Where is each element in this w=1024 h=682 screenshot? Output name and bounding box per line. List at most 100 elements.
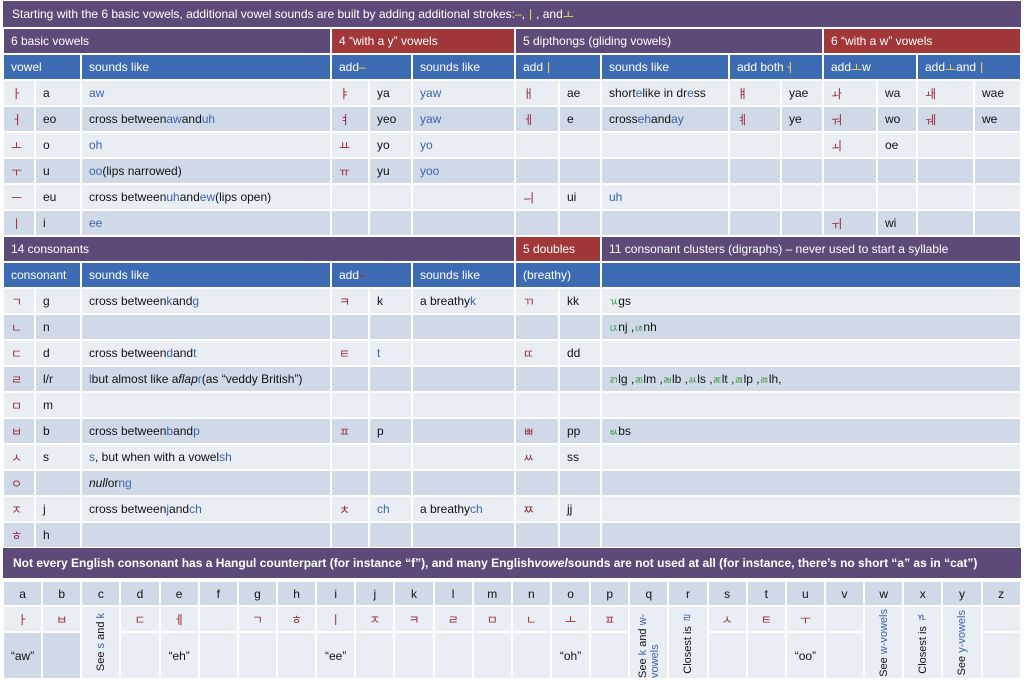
cluster-cell: ㄳ gs	[601, 288, 1021, 314]
alphabet-letter: g	[237, 581, 277, 606]
text-segment: ㅗ	[562, 7, 574, 22]
column-header: add ㅣ	[515, 54, 601, 80]
text-segment: ch	[377, 502, 390, 516]
text-segment: and	[94, 618, 107, 644]
consonant-cell: k	[369, 288, 412, 314]
alphabet-letter: k	[394, 581, 434, 606]
vowel-glyph: ㅝ	[823, 106, 877, 132]
vowel-cell: eo	[35, 106, 81, 132]
vowel-glyph: ㅚ	[823, 132, 877, 158]
consonant-cell: dd	[559, 340, 601, 366]
alphabet-note: “eh”	[159, 632, 199, 679]
column-header: add ㅗ w	[823, 54, 917, 80]
text-segment: k	[166, 294, 173, 308]
vowel-cell	[559, 132, 601, 158]
text-segment: ㅣ	[525, 7, 537, 22]
vowel-glyph: ㅏ	[3, 80, 35, 106]
consonant-cell	[412, 366, 515, 392]
alphabet-letter: j	[355, 581, 395, 606]
text-segment: uh	[609, 190, 623, 204]
consonant-cell: s	[35, 444, 81, 470]
column-header	[601, 262, 1021, 288]
text-segment: aw	[89, 86, 105, 100]
consonant-cell	[412, 470, 515, 496]
text-segment: Not every English consonant has a Hangul…	[13, 556, 535, 570]
consonant-glyph	[331, 522, 369, 548]
consonant-cell: pp	[559, 418, 601, 444]
vowel-cell: yaw	[412, 106, 515, 132]
alphabet-letter: l	[433, 581, 473, 606]
text-segment: Closest is	[681, 622, 694, 674]
consonant-glyph: ㅇ	[3, 470, 35, 496]
cluster-glyph: ㄶ	[634, 323, 644, 335]
alphabet-letter: m	[472, 581, 512, 606]
vertical-note: See w-vowels	[878, 609, 890, 677]
section-header: 5 doubles	[515, 236, 601, 262]
vowel-cell	[781, 210, 823, 236]
vowel-glyph	[729, 184, 781, 210]
vowel-glyph: ㅒ	[729, 80, 781, 106]
vowel-cell: we	[974, 106, 1021, 132]
alphabet-note	[120, 632, 160, 679]
section-header: 6 basic vowels	[3, 28, 331, 54]
column-header: consonant	[3, 262, 81, 288]
vowel-glyph: ㅠ	[331, 158, 369, 184]
alphabet-note	[511, 632, 551, 679]
consonant-glyph: ㅃ	[515, 418, 559, 444]
text-segment: lh,	[768, 372, 782, 386]
consonant-cell	[369, 470, 412, 496]
vowel-glyph: ㅡ	[3, 184, 35, 210]
vowel-glyph: ㅕ	[331, 106, 369, 132]
text-segment: cross	[609, 112, 638, 126]
text-segment: uh	[201, 112, 216, 126]
vowel-cell: ya	[369, 80, 412, 106]
vowel-glyph	[917, 210, 974, 236]
consonant-glyph	[331, 470, 369, 496]
vowel-cell	[601, 210, 729, 236]
text-segment: l	[89, 372, 92, 386]
text-segment: and	[173, 346, 194, 360]
text-segment: ng	[118, 476, 132, 490]
vowel-cell	[974, 158, 1021, 184]
text-segment: See	[955, 652, 968, 676]
consonant-glyph	[331, 366, 369, 392]
consonant-cell: jj	[559, 496, 601, 522]
text-segment: lt ,	[721, 372, 735, 386]
column-header: sounds like	[81, 262, 331, 288]
vowel-cell: oe	[877, 132, 917, 158]
alphabet-note: See s and k	[81, 606, 121, 679]
column-header: vowel	[3, 54, 81, 80]
vowel-glyph	[917, 132, 974, 158]
consonant-cell	[559, 470, 601, 496]
alphabet-letter: r	[668, 581, 708, 606]
alphabet-glyph: ㅂ	[42, 606, 82, 632]
note-banner: Not every English consonant has a Hangul…	[3, 548, 1021, 578]
vowel-glyph	[515, 132, 559, 158]
text-segment: k	[470, 294, 477, 308]
text-segment: w-vowels	[877, 608, 890, 654]
vertical-note: See y-vowels	[956, 610, 968, 675]
vowel-glyph: ㅓ	[3, 106, 35, 132]
column-header: add ㅗ and ㅣ	[917, 54, 1021, 80]
text-segment: and	[636, 625, 649, 650]
text-segment: b	[166, 424, 174, 438]
consonant-cell: p	[369, 418, 412, 444]
text-segment: s	[89, 450, 95, 464]
cluster-glyph: ㄿ	[734, 375, 744, 387]
alphabet-note	[707, 632, 747, 679]
consonant-glyph: ㅈ	[3, 496, 35, 522]
alphabet-glyph: ㅁ	[472, 606, 512, 632]
alphabet-note: “ee”	[316, 632, 356, 679]
text-segment: ㅣ	[543, 60, 555, 75]
text-segment: e	[687, 86, 694, 100]
vowel-cell: yaw	[412, 80, 515, 106]
vowel-cell	[781, 158, 823, 184]
vowel-cell: ye	[781, 106, 823, 132]
vowel-glyph: ㅑ	[331, 80, 369, 106]
vowel-glyph	[515, 210, 559, 236]
text-segment: (as “veddy British”)	[201, 372, 303, 386]
vowel-cell: ee	[81, 210, 331, 236]
alphabet-letter: w	[864, 581, 904, 606]
cluster-cell	[601, 470, 1021, 496]
consonant-cell	[369, 366, 412, 392]
